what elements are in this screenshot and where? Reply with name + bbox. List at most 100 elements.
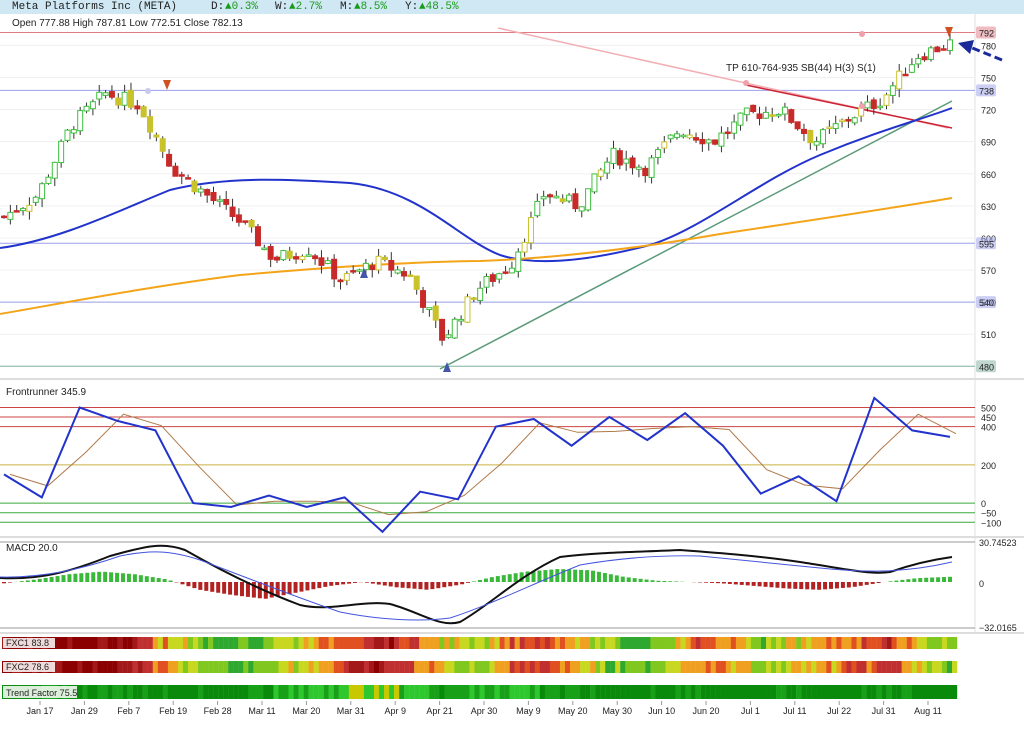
heat-cell xyxy=(348,661,355,673)
candle-body xyxy=(667,134,674,140)
heat-cell xyxy=(539,661,546,673)
heat-cell xyxy=(771,661,777,673)
macd-histogram-bar xyxy=(43,577,48,582)
candlestick-candle xyxy=(432,301,439,328)
heat-cell xyxy=(288,637,294,649)
macd-histogram-bar xyxy=(900,579,905,582)
heat-cell xyxy=(489,637,495,649)
macd-histogram-bar xyxy=(281,582,286,596)
heat-cell xyxy=(781,637,787,649)
macd-histogram-bar xyxy=(823,582,828,590)
heat-cell xyxy=(454,661,460,673)
heat-cell xyxy=(675,637,681,649)
heat-cell xyxy=(720,685,726,699)
candlestick-candle xyxy=(318,250,325,274)
heat-cell xyxy=(268,661,274,673)
heat-cell xyxy=(399,685,405,699)
heat-cell xyxy=(745,637,752,649)
macd-histogram-bar xyxy=(287,582,292,594)
macd-histogram-bar xyxy=(222,582,227,594)
heat-cell xyxy=(142,637,148,649)
heat-cell xyxy=(449,661,455,673)
candle-body xyxy=(521,241,528,253)
macd-histogram-bar xyxy=(406,582,411,589)
heat-cell xyxy=(931,661,938,673)
candle-body xyxy=(166,153,173,167)
macd-signal-line xyxy=(0,551,953,621)
heat-cell xyxy=(841,637,847,649)
candle-body xyxy=(400,271,407,277)
candlestick-candle xyxy=(305,247,312,257)
heat-cell xyxy=(620,661,626,673)
candle-body xyxy=(413,275,420,290)
macd-histogram-bar xyxy=(329,582,334,586)
candlestick-candle xyxy=(578,206,585,218)
heat-row-text: FXC2 78.6 xyxy=(6,662,49,672)
heat-cell xyxy=(791,685,797,699)
heat-cell xyxy=(318,685,324,699)
candlestick-candle xyxy=(737,112,744,131)
heat-cell xyxy=(318,637,324,649)
candle-body xyxy=(64,129,71,141)
candlestick-candle xyxy=(686,129,693,140)
heat-cell xyxy=(625,685,631,699)
candlestick-candle xyxy=(337,278,344,290)
candlestick-candle xyxy=(312,253,319,265)
candlestick-candle xyxy=(51,161,58,187)
heat-cell xyxy=(891,685,897,699)
candlestick-candle xyxy=(115,93,122,109)
heat-cell xyxy=(655,661,661,673)
heat-cell xyxy=(258,637,264,649)
macd-histogram-bar xyxy=(251,582,256,598)
heat-cell xyxy=(268,685,274,699)
heat-cell xyxy=(439,685,445,699)
candlestick-candle xyxy=(927,45,934,62)
heat-cell xyxy=(268,637,274,649)
heat-cell xyxy=(776,637,782,649)
macd-histogram-bar xyxy=(912,578,917,582)
oscillator-tick-label: 400 xyxy=(981,423,996,433)
price-tick-label: 690 xyxy=(981,138,996,148)
macd-histogram-bar xyxy=(906,579,911,582)
candle-body xyxy=(305,254,312,257)
heat-cell xyxy=(97,637,103,649)
heat-cell xyxy=(147,685,153,699)
heat-cell xyxy=(208,661,214,673)
candle-body xyxy=(794,121,801,130)
candlestick-candle xyxy=(445,329,452,339)
macd-histogram-bar xyxy=(727,582,732,584)
heat-cell xyxy=(635,637,641,649)
heat-cell xyxy=(469,661,475,673)
candle-body xyxy=(153,134,160,138)
candle-body xyxy=(26,204,33,212)
heat-cell xyxy=(117,637,123,649)
heat-cell xyxy=(796,685,802,699)
candle-body xyxy=(934,46,941,53)
heat-cell xyxy=(600,637,606,649)
macd-histogram-bar xyxy=(299,582,304,592)
macd-histogram-bar xyxy=(513,573,518,582)
macd-histogram-bar xyxy=(382,582,387,586)
macd-histogram-bar xyxy=(192,582,197,589)
candlestick-candle xyxy=(108,85,115,100)
heat-cell xyxy=(946,661,953,673)
candlestick-candle xyxy=(248,219,255,233)
candle-body xyxy=(223,198,230,205)
candlestick-candle xyxy=(756,106,763,126)
macd-histogram-bar xyxy=(37,578,42,582)
heat-cell xyxy=(233,637,239,649)
macd-histogram-bar xyxy=(216,582,221,593)
heat-cell xyxy=(368,661,375,673)
macd-histogram-bar xyxy=(150,577,155,582)
heat-row-label: FXC1 83.8 xyxy=(3,638,55,648)
heat-cell xyxy=(67,661,73,673)
heat-cell xyxy=(409,637,415,649)
heat-cell xyxy=(328,637,334,649)
heat-cell xyxy=(157,661,164,673)
price-level-badge xyxy=(976,26,996,39)
candle-body xyxy=(356,269,363,272)
candle-body xyxy=(77,110,84,132)
macd-histogram-bar xyxy=(424,582,429,590)
arrow-indicator-icon xyxy=(969,45,1003,62)
heat-cell xyxy=(816,685,822,699)
